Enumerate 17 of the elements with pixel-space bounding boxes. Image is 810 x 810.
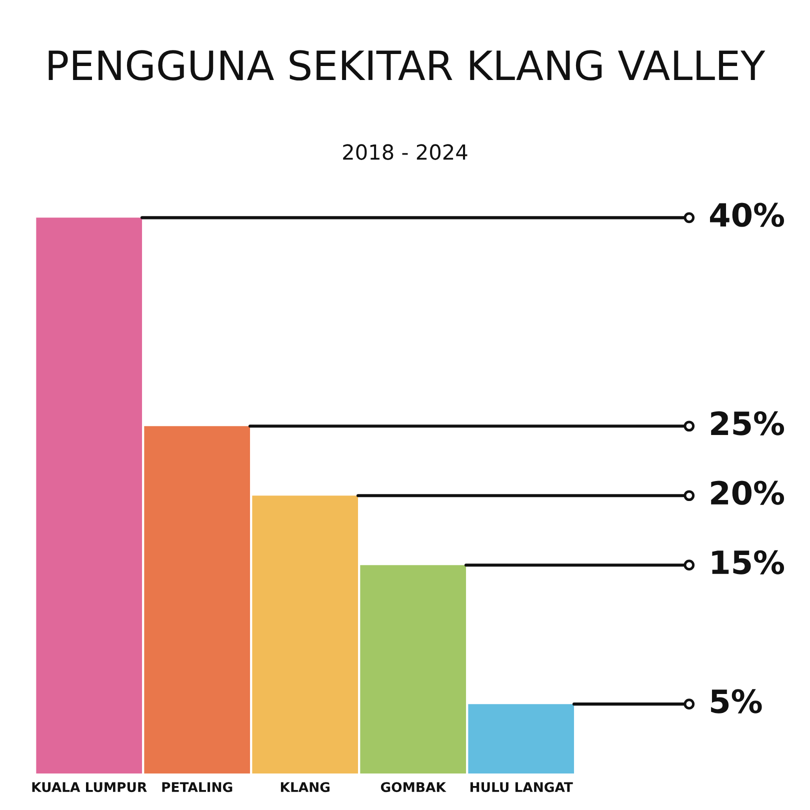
x-tick-label: PETALING: [162, 782, 232, 792]
bar: [252, 496, 358, 774]
data-label: 20%: [711, 480, 784, 505]
chart-title: PENGGUNA SEKITAR KLANG VALLEY: [48, 50, 766, 81]
data-label: 25%: [711, 411, 784, 436]
bar: [36, 218, 142, 774]
x-tick-label: GOMBAK: [380, 782, 446, 792]
chart-subtitle: 2018 - 2024: [343, 144, 468, 160]
data-label: 40%: [710, 202, 784, 227]
data-label: 5%: [711, 689, 762, 714]
bar: [468, 704, 574, 774]
bar: [360, 565, 466, 774]
x-tick-label: KLANG: [280, 782, 330, 792]
data-label: 15%: [712, 550, 784, 574]
bar: [144, 426, 250, 774]
x-tick-label: HULU LANGAT: [470, 782, 573, 792]
x-tick-label: KUALA LUMPUR: [32, 782, 147, 792]
